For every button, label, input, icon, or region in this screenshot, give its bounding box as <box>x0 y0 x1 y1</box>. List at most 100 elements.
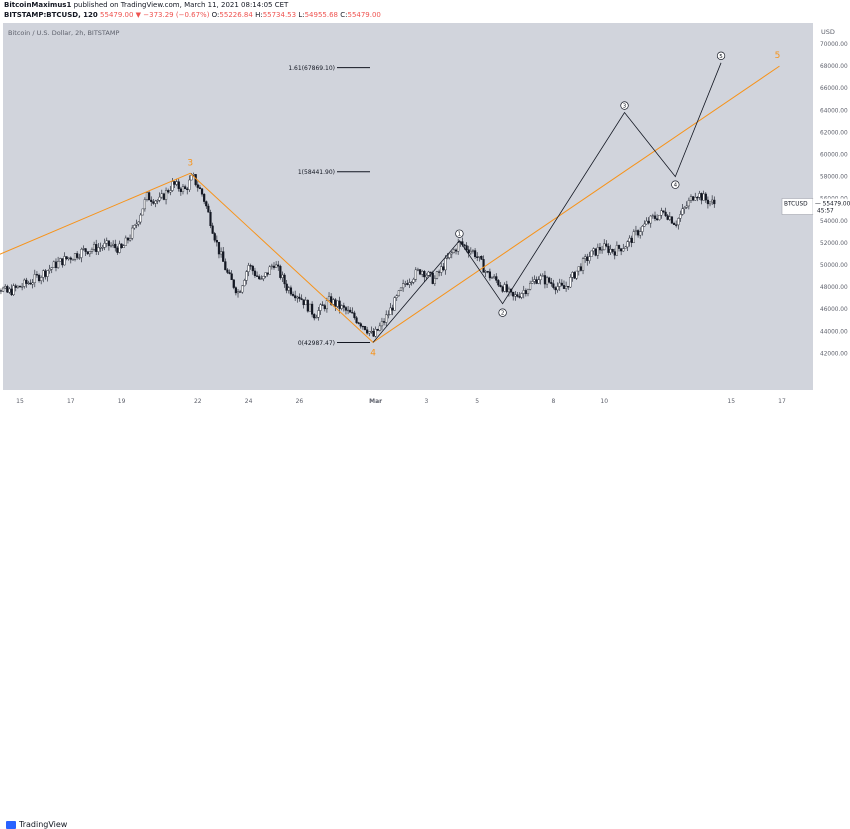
candle-body <box>281 274 284 278</box>
candle <box>535 276 538 285</box>
chart-canvas[interactable]: 1.61(67869.10)1(58441.90)0(42987.47) 345… <box>0 0 850 428</box>
candles-layer <box>0 172 716 338</box>
candle-body <box>126 237 130 241</box>
x-tick-label: 3 <box>424 398 428 405</box>
candle-body <box>596 247 599 256</box>
candle-body <box>171 181 174 191</box>
x-tick-label: 10 <box>600 398 608 405</box>
candle-body <box>270 265 273 268</box>
candle <box>567 286 570 290</box>
candle <box>539 273 542 285</box>
footer: TradingView <box>0 408 850 829</box>
candle <box>268 265 271 275</box>
candle <box>173 180 176 188</box>
candle <box>376 328 379 332</box>
candle <box>109 242 113 248</box>
candle <box>158 192 161 203</box>
candle <box>152 199 155 205</box>
candle <box>54 258 58 272</box>
candle-body <box>387 314 390 316</box>
candle-body <box>660 210 663 216</box>
candle-body <box>321 304 324 306</box>
y-tick-label: 60000.00 <box>820 153 848 159</box>
chart-header: BitcoinMaximus1 published on TradingView… <box>0 0 850 22</box>
candle-body <box>57 261 60 268</box>
candle-body <box>203 194 206 202</box>
candle <box>683 206 686 214</box>
candle <box>382 318 386 326</box>
candle-body <box>692 196 695 201</box>
fib-level-label: 0(42987.47) <box>298 340 335 347</box>
sub-wave-line[interactable] <box>372 62 722 343</box>
candle-body <box>52 261 55 268</box>
candle-body <box>662 210 665 213</box>
close-value: 55479.00 <box>347 11 381 19</box>
candle <box>245 270 248 285</box>
orange-wave-line[interactable] <box>0 65 780 344</box>
candle <box>368 331 371 337</box>
candle-body <box>526 289 530 295</box>
candle-body <box>363 326 367 330</box>
candle <box>421 269 424 278</box>
candle-body <box>395 295 398 298</box>
candle-body <box>713 199 716 205</box>
candle <box>620 248 623 256</box>
wave-label-circle <box>716 51 726 60</box>
candle <box>713 196 716 208</box>
chart-area[interactable] <box>3 23 813 390</box>
candle-body <box>239 291 242 293</box>
candle-body <box>645 220 648 225</box>
candle-body <box>268 266 271 275</box>
wave-label-circle <box>455 229 464 238</box>
candle <box>82 245 85 251</box>
candle-body <box>128 238 132 241</box>
candle-body <box>670 216 674 224</box>
candle <box>287 285 290 294</box>
candle-body <box>186 188 189 190</box>
wave-label-number: 4 <box>674 183 678 189</box>
candle-body <box>620 248 623 252</box>
candle-body <box>207 205 210 213</box>
candle-body <box>177 181 180 189</box>
candle <box>569 274 572 289</box>
candle <box>44 268 47 280</box>
candle-body <box>253 270 257 276</box>
candle-body <box>372 331 375 337</box>
candle-body <box>10 288 13 296</box>
candle <box>27 280 30 285</box>
candle <box>296 295 299 303</box>
candle-body <box>232 279 235 288</box>
candle-body <box>522 290 525 294</box>
candle <box>478 256 481 262</box>
candle <box>101 244 104 251</box>
candle-body <box>131 227 134 239</box>
candle <box>279 264 282 280</box>
candle-body <box>613 251 616 256</box>
candle <box>550 278 553 287</box>
tradingview-logo[interactable]: TradingView <box>6 820 67 829</box>
x-tick-label: 8 <box>551 398 555 405</box>
candle <box>575 270 578 280</box>
candle <box>122 244 125 249</box>
candle-body <box>23 279 26 287</box>
candle <box>495 273 498 284</box>
candle-body <box>167 190 170 193</box>
candle-body <box>266 272 269 275</box>
candle-body <box>12 285 15 296</box>
time-axis[interactable] <box>3 390 813 408</box>
candle <box>266 272 269 277</box>
author-name[interactable]: BitcoinMaximus1 <box>4 1 72 9</box>
candle-body <box>82 248 85 250</box>
candle-body <box>291 293 295 296</box>
candle <box>181 183 185 195</box>
candle <box>611 248 614 254</box>
candle-body <box>249 265 252 267</box>
candle <box>67 257 70 261</box>
candle-body <box>61 258 64 266</box>
candle-body <box>431 272 434 284</box>
chart-title: Bitcoin / U.S. Dollar, 2h, BITSTAMP <box>8 29 119 37</box>
price-label-countdown: 45:57 <box>817 208 834 214</box>
candle-body <box>97 247 100 252</box>
candle <box>59 257 62 262</box>
